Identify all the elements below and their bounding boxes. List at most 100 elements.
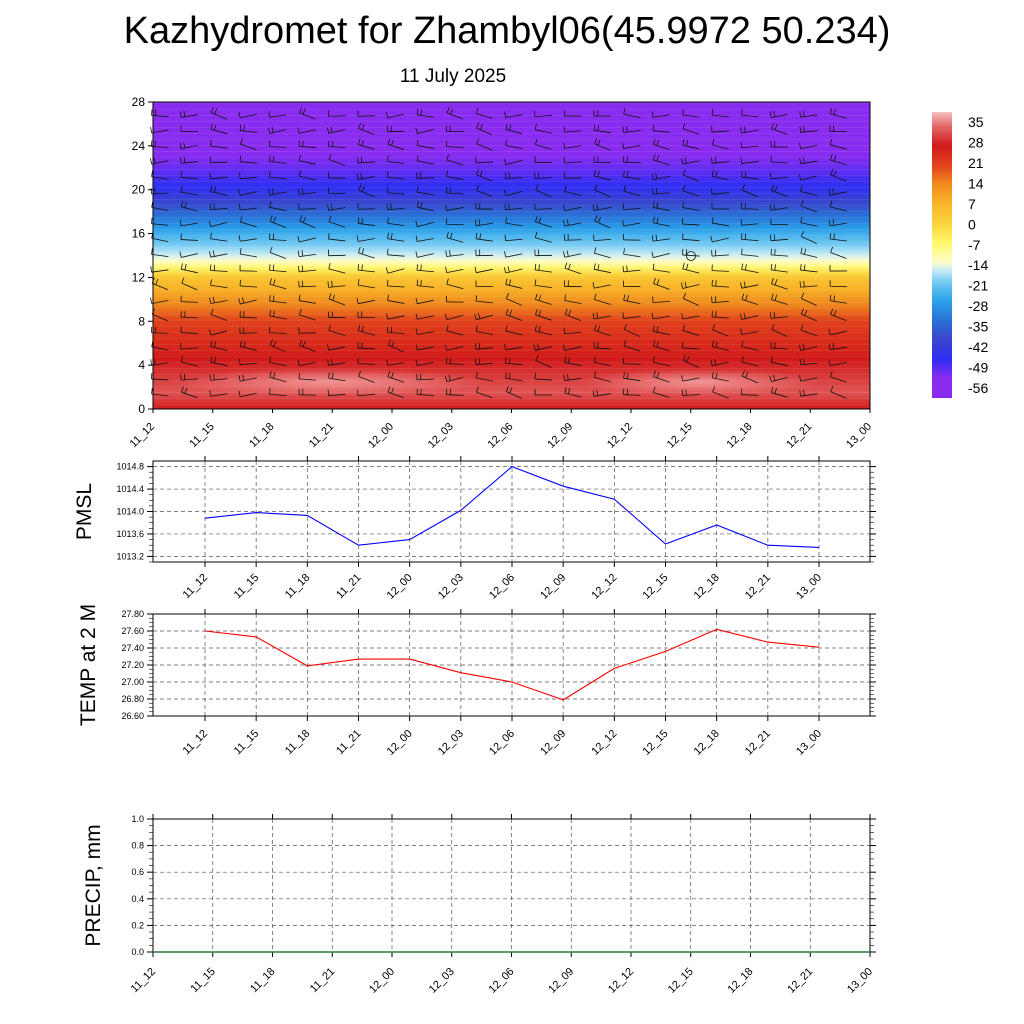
x-tick-label: 12_00	[366, 421, 396, 451]
wind-barb	[386, 359, 405, 366]
colorbar-label: 28	[968, 135, 984, 151]
wind-barb	[269, 201, 287, 212]
wind-barb	[150, 266, 169, 273]
wind-barb	[269, 264, 287, 273]
wind-barb	[800, 185, 818, 196]
y-tick-label: 20	[132, 183, 146, 197]
wind-barb	[770, 172, 788, 180]
y-tick-label: 8	[138, 314, 145, 328]
wind-barb	[592, 282, 611, 289]
wind-barb	[299, 107, 316, 120]
wind-barb	[446, 218, 464, 226]
wind-barb	[682, 218, 700, 226]
wind-barb	[180, 171, 199, 179]
wind-barb	[592, 312, 611, 320]
wind-barb	[652, 263, 670, 273]
x-tick-label: 12_15	[641, 572, 671, 602]
wind-barb	[682, 169, 700, 182]
wind-barb	[474, 219, 493, 227]
wind-barb	[623, 388, 641, 396]
wind-barb	[239, 172, 258, 179]
wind-barb	[564, 356, 582, 366]
wind-barb	[505, 325, 523, 336]
wind-barb	[415, 251, 434, 258]
wind-barb	[239, 340, 257, 351]
x-tick-label: 12_12	[605, 421, 635, 451]
wind-barb	[297, 188, 316, 195]
wind-barb	[652, 138, 670, 150]
wind-barb	[446, 170, 464, 180]
wind-barb	[269, 171, 287, 180]
wind-barb	[593, 110, 612, 117]
wind-barb	[180, 263, 198, 274]
wind-barb	[799, 358, 818, 366]
x-tick-label: 12_09	[545, 421, 575, 451]
wind-barb	[239, 203, 257, 211]
x-tick-label: 12_03	[426, 421, 456, 451]
y-tick-label: 24	[132, 139, 146, 153]
wind-barb	[210, 185, 228, 196]
wind-barb	[593, 156, 612, 164]
wind-barb	[444, 313, 464, 321]
wind-barb	[741, 248, 759, 257]
wind-barb	[535, 308, 552, 321]
wind-barb	[652, 187, 671, 195]
wind-barb	[150, 187, 169, 195]
wind-barb	[476, 184, 493, 197]
wind-barb	[829, 200, 847, 212]
x-tick-label: 11_21	[334, 728, 364, 758]
calm-wind-circle	[686, 251, 696, 261]
wind-barb	[297, 236, 316, 243]
x-tick-label: 12_00	[385, 572, 415, 602]
x-tick-label: 11_18	[247, 421, 277, 451]
wind-barb	[623, 280, 641, 288]
wind-barb	[741, 233, 759, 242]
wind-barb	[593, 356, 611, 367]
x-tick-label: 13_00	[844, 421, 874, 451]
wind-barb	[829, 138, 847, 150]
wind-barb	[180, 355, 198, 367]
wind-barb	[503, 158, 523, 165]
wind-barb	[534, 325, 552, 336]
colorbar-label: 21	[968, 155, 984, 171]
wind-barb	[475, 156, 494, 164]
wind-barb	[358, 184, 375, 198]
wind-barb	[593, 263, 611, 274]
x-tick-label: 12_03	[436, 728, 466, 758]
wind-barb	[740, 219, 759, 226]
colorbar-fill	[932, 112, 952, 398]
wind-barb	[652, 340, 670, 352]
wind-barb	[593, 371, 611, 382]
wind-barb	[474, 312, 493, 321]
wind-barb	[563, 374, 582, 381]
x-tick-label: 13_00	[794, 572, 824, 602]
x-tick-label: 12_15	[665, 421, 695, 451]
wind-barb	[327, 249, 346, 257]
wind-barb	[180, 125, 199, 133]
wind-barb	[476, 386, 493, 399]
wind-barb	[682, 341, 700, 350]
wind-barb	[416, 388, 435, 396]
wind-barb	[269, 155, 287, 164]
wind-barb	[446, 388, 464, 396]
wind-barb	[594, 184, 611, 198]
wind-barb	[798, 174, 818, 181]
wind-barb	[652, 154, 670, 166]
wind-barb	[179, 219, 198, 227]
wind-barb	[475, 342, 494, 350]
wind-barb	[651, 312, 670, 320]
x-tick-label: 11_21	[307, 421, 337, 451]
wind-barb	[269, 339, 286, 353]
wind-barb	[771, 277, 788, 290]
wind-barb	[505, 372, 523, 382]
wind-barb	[476, 122, 493, 136]
wind-barb	[328, 187, 346, 194]
wind-barb	[563, 250, 582, 258]
wind-barb	[623, 156, 641, 164]
wind-barb	[446, 107, 464, 120]
wind-barb	[770, 311, 788, 319]
wind-barb	[269, 246, 287, 259]
wind-barb	[357, 279, 375, 289]
y-tick-label: 27.80	[121, 609, 144, 619]
wind-barb	[238, 390, 257, 398]
